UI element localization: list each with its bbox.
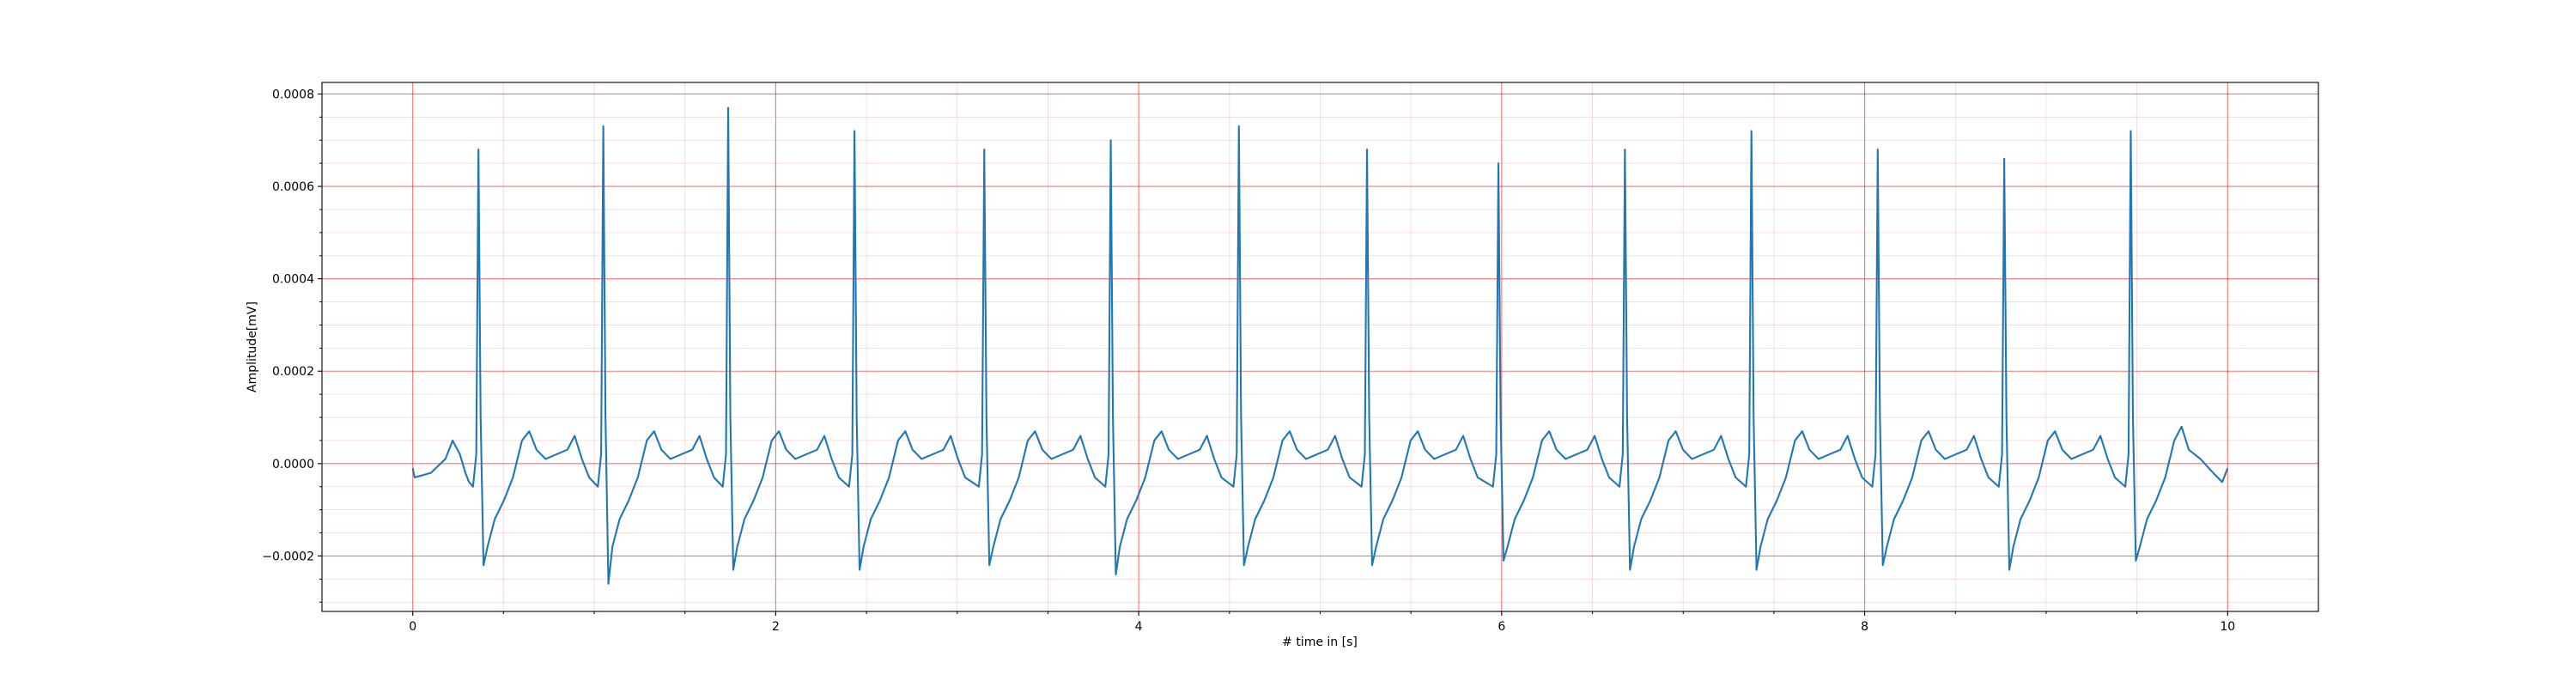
x-tick-label: 6 [1498,620,1505,634]
y-axis-label: Amplitude[mV] [246,301,259,392]
y-tick-label: 0.0002 [272,365,314,379]
ecg-line [411,106,2229,585]
x-tick-label: 4 [1135,620,1143,634]
x-tick-label: 8 [1861,620,1868,634]
x-tick-label: 10 [2220,620,2235,634]
y-tick-label: 0.0000 [272,458,314,471]
y-tick-label: −0.0002 [262,550,314,563]
y-tick-label: 0.0006 [272,180,314,194]
x-axis-label: # time in [s] [1282,635,1358,649]
x-tick-label: 2 [772,620,780,634]
plot-frame [321,82,2319,612]
x-tick-label: 0 [409,620,416,634]
y-tick-label: 0.0008 [272,88,314,101]
y-tick-label: 0.0004 [272,273,314,287]
